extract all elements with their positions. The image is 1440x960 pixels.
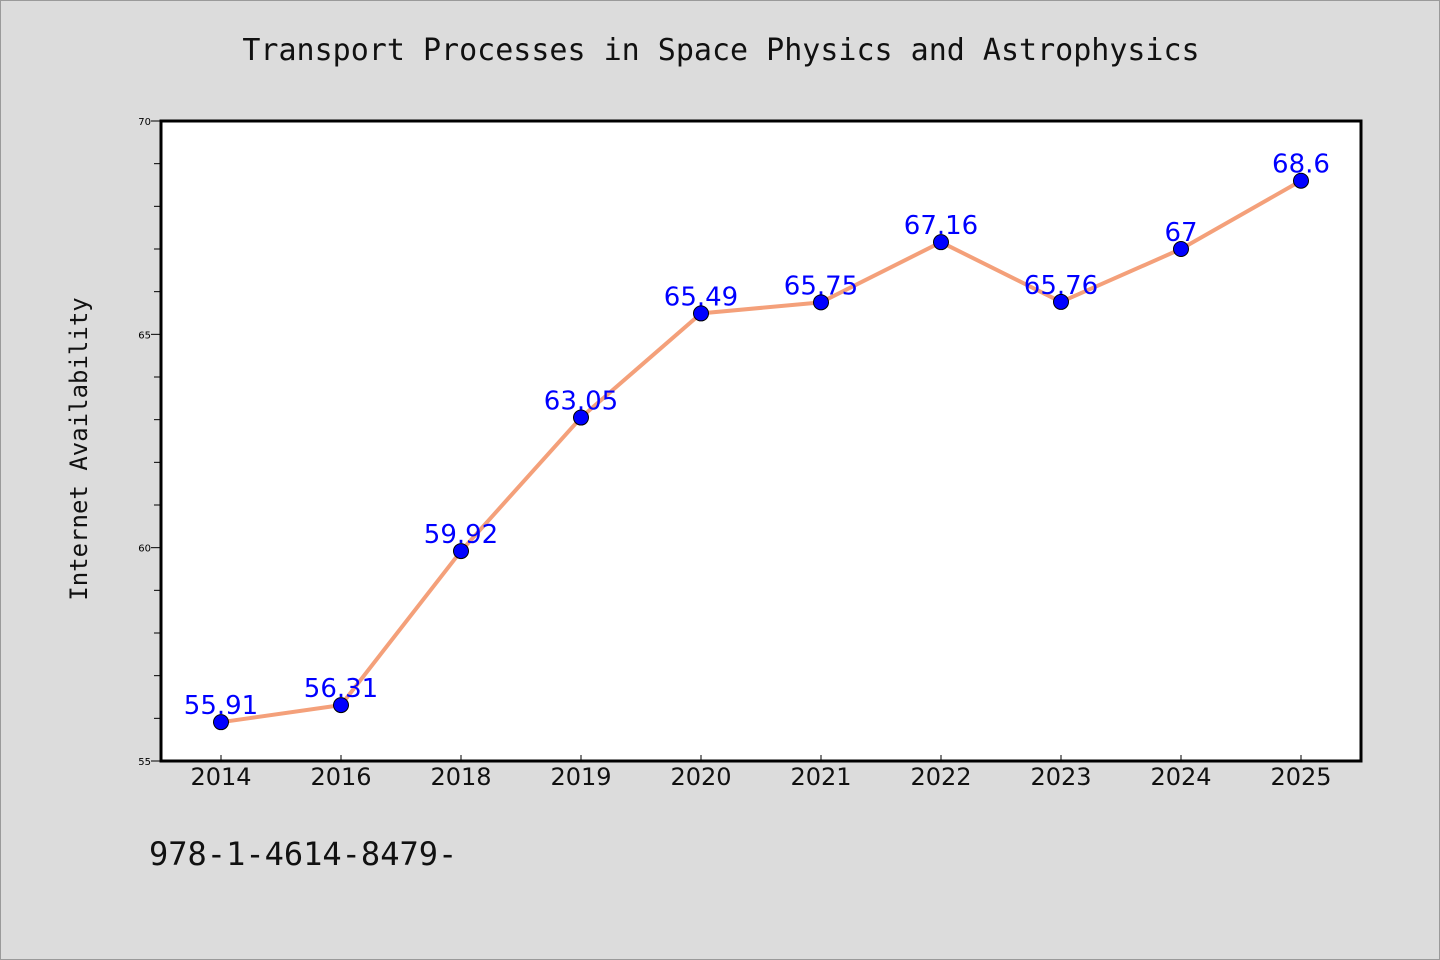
data-label: 65.75 <box>784 271 858 301</box>
data-point <box>213 714 229 731</box>
y-tick-label: 55 <box>138 757 151 768</box>
data-label: 67.16 <box>904 211 978 241</box>
data-label: 68.6 <box>1272 150 1330 180</box>
data-point <box>933 234 949 251</box>
data-point <box>1053 293 1069 310</box>
data-label: 65.76 <box>1024 271 1098 301</box>
plot-frame <box>159 119 1363 763</box>
data-point <box>573 409 589 426</box>
x-tick-label: 2020 <box>670 763 731 791</box>
data-point <box>453 543 469 560</box>
data-label: 65.49 <box>664 282 738 312</box>
data-label: 67 <box>1164 218 1197 248</box>
series-line <box>219 178 1303 725</box>
x-tick-label: 2023 <box>1030 763 1091 791</box>
x-tick-label: 2018 <box>430 763 491 791</box>
x-tick-label: 2014 <box>190 763 251 791</box>
x-tick-label: 2024 <box>1150 763 1211 791</box>
y-tick-label: 60 <box>138 544 151 555</box>
data-point <box>1293 172 1309 189</box>
data-point <box>333 697 349 714</box>
footer-text: 978-1-4614-8479- <box>149 835 458 873</box>
plot-area <box>161 121 1361 761</box>
data-label: 55.91 <box>184 691 258 721</box>
data-label: 63.05 <box>544 387 618 417</box>
y-tick-label: 65 <box>138 330 151 341</box>
data-point <box>1173 241 1189 257</box>
x-tick-label: 2022 <box>910 763 971 791</box>
data-point <box>693 305 709 322</box>
x-tick-label: 2019 <box>550 763 611 791</box>
data-label: 59.92 <box>424 520 498 550</box>
x-tick-label: 2021 <box>790 763 851 791</box>
data-label: 56.31 <box>304 674 378 704</box>
chart-title: Transport Processes in Space Physics and… <box>242 33 1200 68</box>
y-tick-label: 70 <box>138 117 151 128</box>
x-tick-label: 2025 <box>1270 763 1331 791</box>
x-tick-label: 2016 <box>310 763 371 791</box>
data-point <box>813 294 829 311</box>
